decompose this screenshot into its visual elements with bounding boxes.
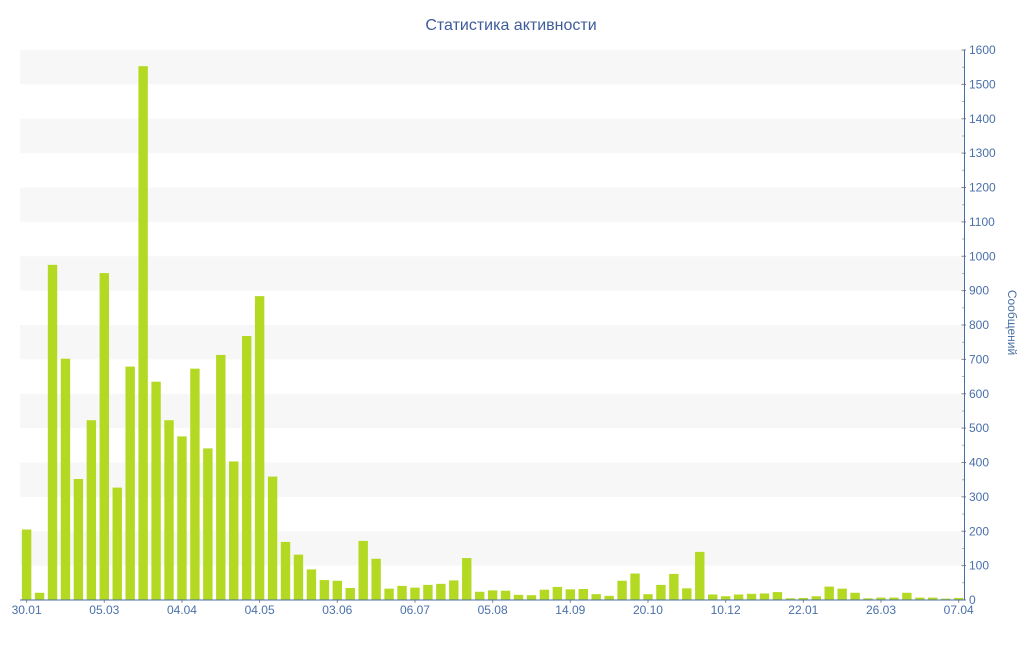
svg-text:500: 500	[969, 421, 989, 435]
svg-text:1500: 1500	[969, 77, 996, 91]
svg-text:Сообщений: Сообщений	[1005, 290, 1019, 355]
svg-text:600: 600	[969, 387, 989, 401]
svg-text:700: 700	[969, 352, 989, 366]
svg-text:Статистика активности: Статистика активности	[425, 17, 596, 34]
svg-text:1600: 1600	[969, 43, 996, 57]
svg-text:0: 0	[969, 593, 976, 607]
svg-text:26.03: 26.03	[866, 603, 896, 617]
svg-text:14.09: 14.09	[555, 603, 585, 617]
svg-text:1100: 1100	[969, 215, 995, 229]
svg-text:06.07: 06.07	[400, 603, 430, 617]
svg-text:04.05: 04.05	[245, 603, 275, 617]
svg-text:800: 800	[969, 318, 989, 332]
svg-text:20.10: 20.10	[633, 603, 663, 617]
svg-text:1000: 1000	[969, 249, 996, 263]
svg-text:05.08: 05.08	[478, 603, 508, 617]
svg-text:1200: 1200	[969, 181, 996, 195]
svg-text:200: 200	[969, 524, 989, 538]
svg-text:1400: 1400	[969, 112, 996, 126]
svg-text:22.01: 22.01	[788, 603, 818, 617]
svg-text:03.06: 03.06	[322, 603, 352, 617]
svg-text:900: 900	[969, 284, 989, 298]
svg-text:400: 400	[969, 456, 989, 470]
svg-text:100: 100	[969, 559, 989, 573]
svg-text:1300: 1300	[969, 146, 996, 160]
svg-text:300: 300	[969, 490, 989, 504]
svg-text:10.12: 10.12	[711, 603, 741, 617]
svg-text:04.04: 04.04	[167, 603, 197, 617]
svg-text:30.01: 30.01	[12, 603, 42, 617]
svg-text:05.03: 05.03	[89, 603, 119, 617]
svg-text:07.04: 07.04	[944, 603, 974, 617]
